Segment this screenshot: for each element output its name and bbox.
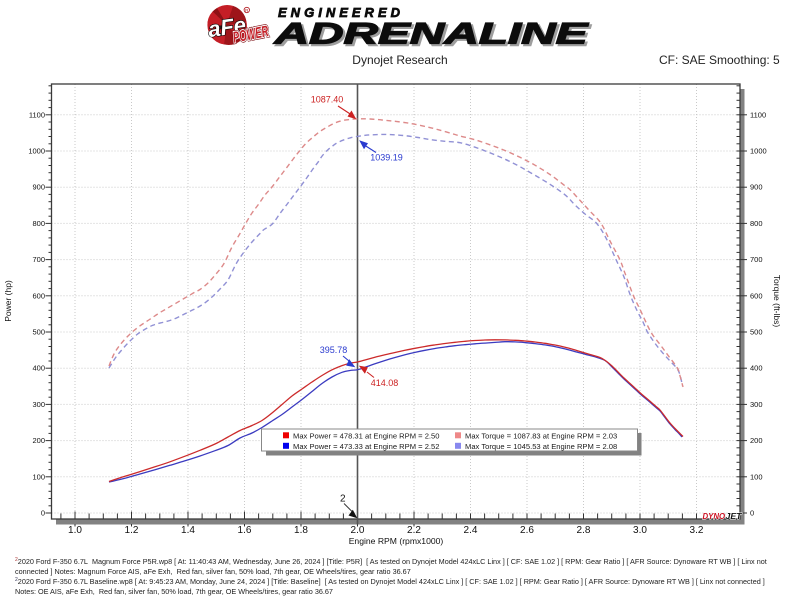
svg-text:600: 600 — [750, 291, 763, 300]
svg-text:ENGINEERED: ENGINEERED — [278, 5, 401, 20]
svg-text:2.4: 2.4 — [464, 525, 478, 536]
svg-text:3.0: 3.0 — [633, 525, 647, 536]
svg-text:1.4: 1.4 — [181, 525, 195, 536]
svg-text:395.78: 395.78 — [320, 345, 348, 355]
svg-text:2.2: 2.2 — [407, 525, 421, 536]
svg-text:100: 100 — [32, 472, 45, 481]
svg-text:1087.40: 1087.40 — [311, 95, 344, 105]
svg-text:1039.19: 1039.19 — [370, 153, 403, 163]
svg-text:100: 100 — [750, 472, 763, 481]
svg-text:2.8: 2.8 — [577, 525, 591, 536]
svg-text:1100: 1100 — [750, 110, 766, 119]
svg-text:900: 900 — [32, 183, 45, 192]
svg-text:700: 700 — [750, 255, 763, 264]
svg-text:900: 900 — [750, 183, 763, 192]
svg-text:R: R — [245, 8, 249, 13]
svg-text:Max Power = 473.33 at Engine R: Max Power = 473.33 at Engine RPM = 2.52 — [293, 442, 439, 451]
svg-text:500: 500 — [32, 328, 45, 337]
svg-text:400: 400 — [750, 364, 763, 373]
svg-text:Power (hp): Power (hp) — [3, 280, 13, 322]
svg-text:1.2: 1.2 — [125, 525, 139, 536]
svg-text:1000: 1000 — [750, 147, 767, 156]
svg-text:Torque (ft-lbs): Torque (ft-lbs) — [772, 275, 782, 328]
svg-text:800: 800 — [32, 219, 45, 228]
svg-text:Max Torque = 1045.53 at Engine: Max Torque = 1045.53 at Engine RPM = 2.0… — [465, 442, 617, 451]
svg-text:200: 200 — [750, 436, 763, 445]
svg-text:800: 800 — [750, 219, 763, 228]
svg-text:400: 400 — [32, 364, 45, 373]
svg-text:Max Torque = 1087.83 at Engine: Max Torque = 1087.83 at Engine RPM = 2.0… — [465, 432, 617, 441]
svg-text:700: 700 — [32, 255, 45, 264]
svg-text:DYNO: DYNO — [703, 512, 726, 521]
svg-text:Max Power = 478.31 at Engine R: Max Power = 478.31 at Engine RPM = 2.50 — [293, 432, 439, 441]
svg-text:0: 0 — [41, 509, 45, 518]
svg-text:300: 300 — [32, 400, 45, 409]
svg-text:JET: JET — [726, 512, 743, 521]
svg-text:3.2: 3.2 — [690, 525, 704, 536]
svg-text:2: 2 — [340, 494, 346, 505]
svg-text:1100: 1100 — [29, 110, 45, 119]
svg-text:1.6: 1.6 — [238, 525, 252, 536]
svg-text:Engine RPM (rpmx1000): Engine RPM (rpmx1000) — [349, 536, 444, 546]
svg-text:2.6: 2.6 — [520, 525, 534, 536]
svg-text:0: 0 — [750, 509, 754, 518]
svg-text:1.0: 1.0 — [68, 525, 82, 536]
svg-text:200: 200 — [32, 436, 45, 445]
svg-text:1.8: 1.8 — [294, 525, 308, 536]
svg-text:600: 600 — [32, 291, 45, 300]
svg-text:500: 500 — [750, 328, 763, 337]
svg-text:2.0: 2.0 — [351, 525, 365, 536]
svg-text:414.08: 414.08 — [371, 378, 399, 388]
svg-text:300: 300 — [750, 400, 763, 409]
svg-text:ADRENALINE: ADRENALINE — [273, 18, 589, 51]
svg-text:ADRENALINE: ADRENALINE — [275, 20, 591, 53]
svg-text:aFe: aFe — [206, 12, 247, 42]
svg-text:1000: 1000 — [28, 147, 45, 156]
